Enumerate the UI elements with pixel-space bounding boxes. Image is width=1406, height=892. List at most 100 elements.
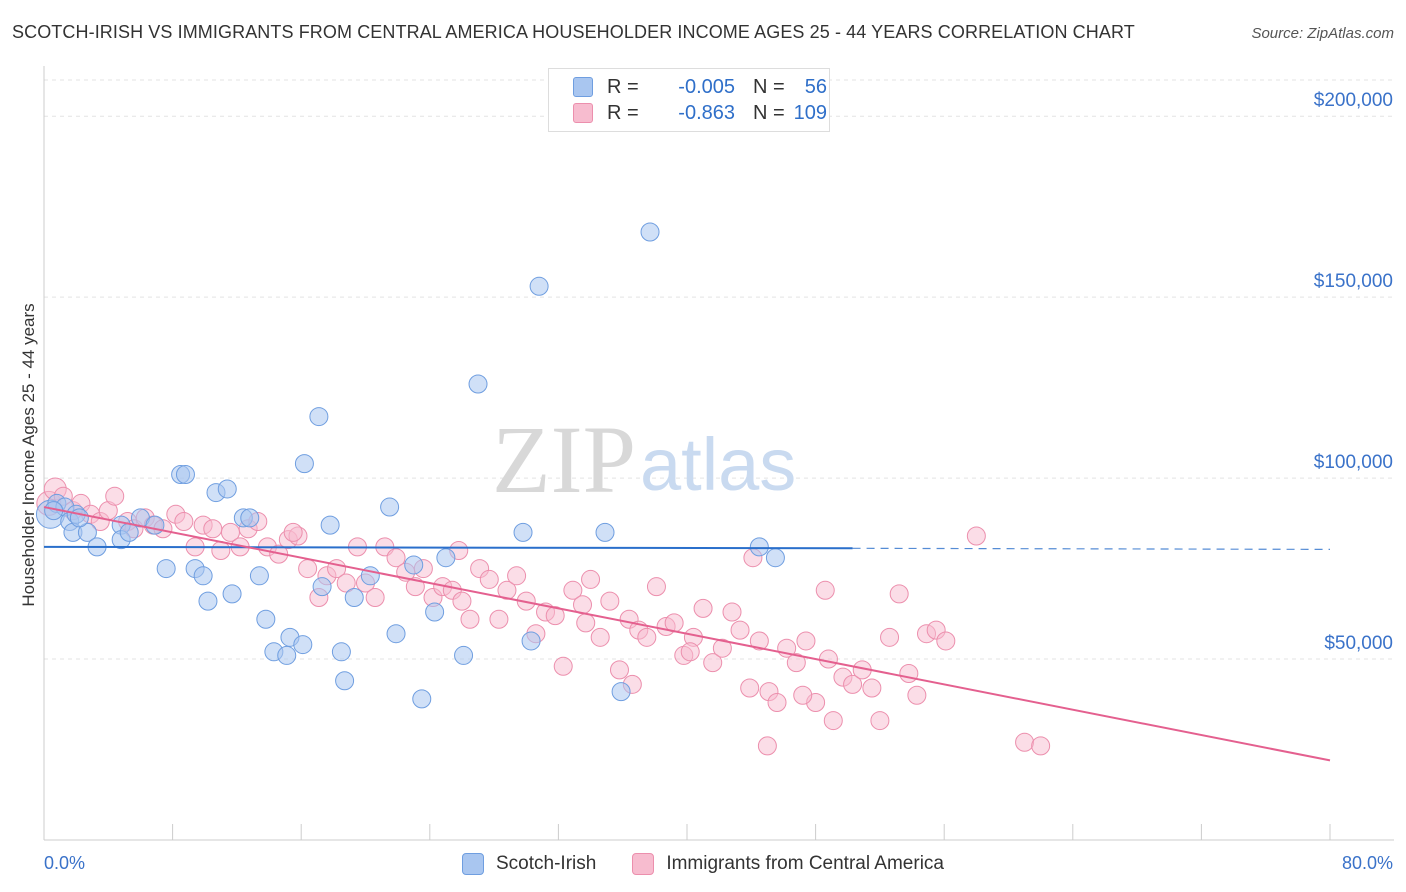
data-point-scotch-irish [611,682,631,702]
watermark: ZIP atlas [492,406,796,513]
data-point-scotch-irish [749,537,769,557]
data-point-scotch-irish [309,407,329,427]
data-point-immigrants [880,627,900,647]
axes [43,66,1394,841]
data-point-immigrants [336,573,356,593]
data-point-scotch-irish [640,222,660,242]
source-label: Source: ZipAtlas.com [1251,25,1394,42]
data-point-scotch-irish [380,497,400,517]
data-point-immigrants [722,602,742,622]
data-point-immigrants [105,486,125,506]
data-point-scotch-irish [69,508,89,528]
data-point-immigrants [862,678,882,698]
data-point-immigrants [1015,732,1035,752]
legend-r-value: -0.005 [678,75,735,98]
data-point-immigrants [581,569,601,589]
data-point-scotch-irish [344,588,364,608]
bottom-legend-label: Immigrants from Central America [666,853,944,874]
data-point-immigrants [405,577,425,597]
data-point-immigrants [211,540,231,560]
data-point-immigrants [545,606,565,626]
series-immigrants-points [36,477,1051,756]
legend-n-value: 109 [793,101,827,124]
data-point-immigrants [843,674,863,694]
data-point-scotch-irish [595,522,615,542]
bottom-legend-label: Scotch-Irish [496,853,597,874]
legend-n-value: 56 [804,75,827,98]
data-point-scotch-irish [454,645,474,665]
legend: R = -0.005 N = 56 R = -0.863 N = 109 [548,68,830,132]
data-point-scotch-irish [468,374,488,394]
data-point-immigrants [767,692,787,712]
data-point-scotch-irish [145,515,165,535]
legend-r-label: R = [607,101,639,124]
data-point-immigrants [693,598,713,618]
x-tick-labels: 0.0% 80.0% [44,853,1393,873]
data-point-scotch-irish [513,522,533,542]
data-point-immigrants [749,631,769,651]
data-point-immigrants [899,664,919,684]
legend-r-value: -0.863 [678,101,735,124]
data-point-immigrants [460,609,480,629]
x-tick-label-max: 80.0% [1342,853,1393,873]
data-point-immigrants [793,685,813,705]
legend-swatch-blue [573,77,593,97]
data-point-immigrants [907,685,927,705]
legend-n-label: N = [753,101,785,124]
data-point-immigrants [712,638,732,658]
legend-row-scotch-irish: R = -0.005 N = 56 [573,74,827,100]
data-point-scotch-irish [765,548,785,568]
data-point-scotch-irish [529,276,549,296]
legend-row-immigrants: R = -0.863 N = 109 [573,100,827,126]
bottom-legend-immigrants: Immigrants from Central America [632,853,944,875]
data-point-scotch-irish [240,508,260,528]
data-point-scotch-irish [320,515,340,535]
data-point-immigrants [680,642,700,662]
data-point-scotch-irish [412,689,432,709]
data-point-scotch-irish [294,454,314,474]
data-point-scotch-irish [335,671,355,691]
data-point-immigrants [386,548,406,568]
y-tick-label: $200,000 [1314,90,1393,111]
data-point-scotch-irish [293,635,313,655]
data-point-immigrants [936,631,956,651]
data-point-scotch-irish [156,559,176,579]
data-point-scotch-irish [222,584,242,604]
data-point-immigrants [563,580,583,600]
data-point-immigrants [1031,736,1051,756]
data-point-immigrants [870,711,890,731]
data-point-immigrants [452,591,472,611]
bottom-legend: Scotch-Irish Immigrants from Central Ame… [0,851,1406,877]
bottom-legend-swatch-blue [462,853,484,875]
legend-n-label: N = [753,75,785,98]
data-point-immigrants [818,649,838,669]
bottom-legend-scotch-irish: Scotch-Irish [462,853,596,875]
data-point-immigrants [966,526,986,546]
data-point-scotch-irish [331,642,351,662]
data-point-scotch-irish [521,631,541,651]
data-point-immigrants [203,519,223,539]
data-point-scotch-irish [277,645,297,665]
data-point-immigrants [823,711,843,731]
watermark-atlas: atlas [640,423,796,506]
data-point-immigrants [497,580,517,600]
data-point-immigrants [174,512,194,532]
data-point-scotch-irish [436,548,456,568]
data-point-scotch-irish [77,522,97,542]
data-point-immigrants [786,653,806,673]
trend-lines [43,506,1331,762]
data-point-immigrants [489,609,509,629]
data-point-immigrants [507,566,527,586]
data-point-immigrants [889,584,909,604]
data-point-immigrants [637,627,657,647]
data-point-scotch-irish [175,464,195,484]
data-point-scotch-irish [193,566,213,586]
watermark-zip: ZIP [492,406,636,513]
data-point-immigrants [283,522,303,542]
y-tick-labels: $50,000 $100,000 $150,000 $200,000 [1314,90,1393,654]
data-point-immigrants [740,678,760,698]
data-point-immigrants [479,569,499,589]
data-point-scotch-irish [404,555,424,575]
data-point-immigrants [365,588,385,608]
